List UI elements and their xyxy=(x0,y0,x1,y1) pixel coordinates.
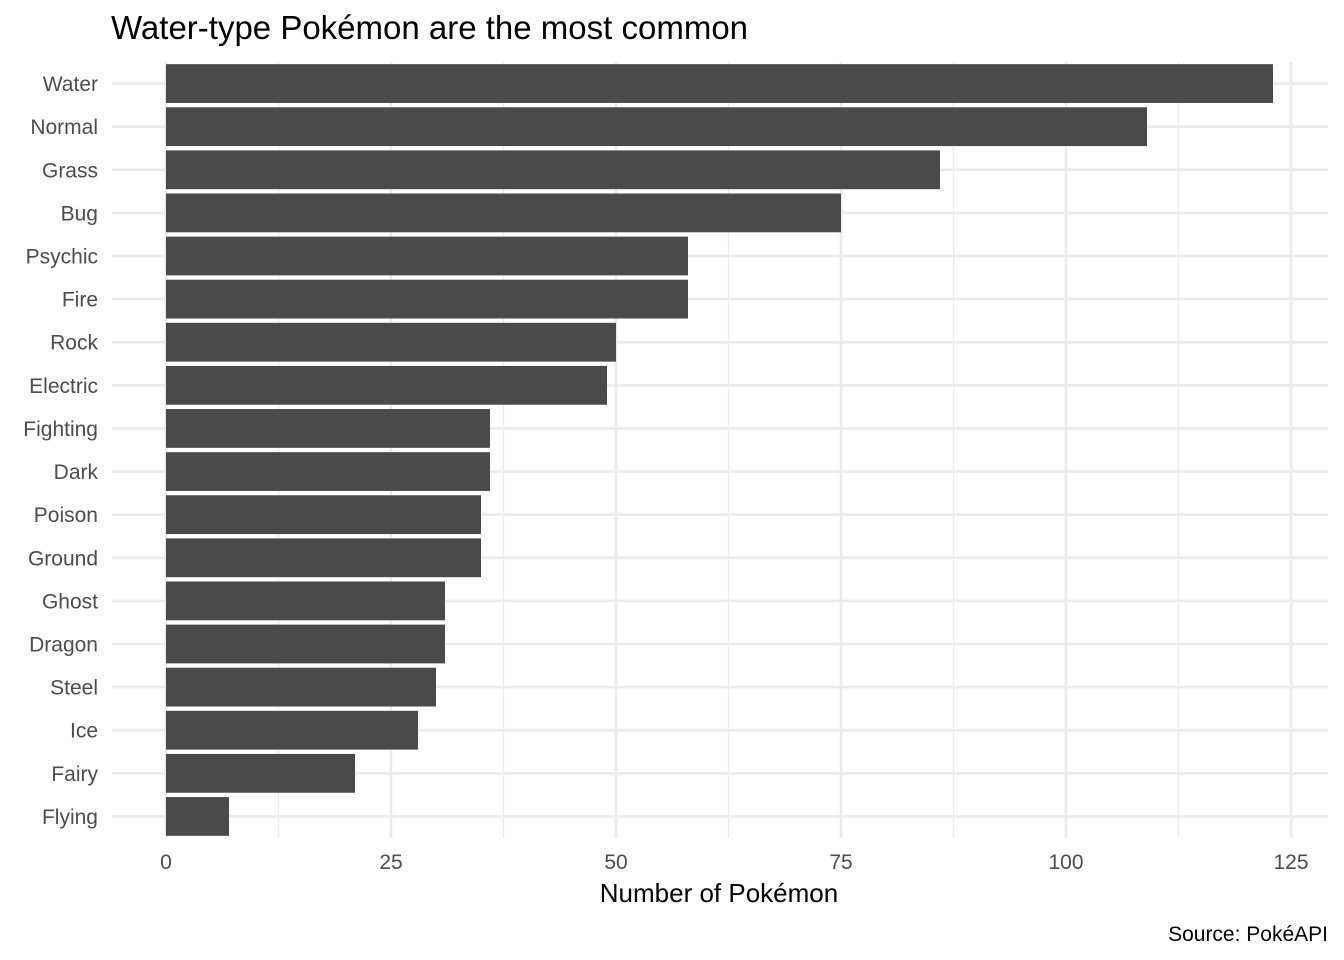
y-tick-label: Rock xyxy=(50,332,98,355)
x-tick-label: 125 xyxy=(1273,851,1308,874)
bar-ice xyxy=(166,710,418,750)
bars xyxy=(166,64,1273,836)
bar-fire xyxy=(166,279,688,319)
bar-rock xyxy=(166,322,616,362)
bar-dragon xyxy=(166,624,445,664)
bar-bug xyxy=(166,193,841,233)
y-tick-label: Bug xyxy=(61,202,98,225)
y-axis-tick-labels: Water Normal Grass Bug Psychic Fire Rock Electr… xyxy=(23,73,98,829)
x-axis-label: Number of Pokémon xyxy=(600,878,838,908)
bar-water xyxy=(166,64,1273,103)
bar-electric xyxy=(166,365,607,405)
x-tick-label: 100 xyxy=(1048,851,1083,874)
x-axis-tick-labels: 0 25 50 75 100 125 xyxy=(160,851,1308,874)
y-tick-label: Grass xyxy=(42,159,98,182)
bar-psychic xyxy=(166,236,688,276)
y-tick-label: Dragon xyxy=(29,634,98,657)
bar-normal xyxy=(166,107,1147,147)
bar-fighting xyxy=(166,409,490,448)
y-tick-label: Ice xyxy=(70,720,98,743)
chart-caption: Source: PokéAPI xyxy=(1168,923,1328,946)
bar-flying xyxy=(166,797,229,836)
bar-fairy xyxy=(166,753,355,793)
x-tick-label: 0 xyxy=(160,851,172,874)
y-tick-label: Fire xyxy=(62,289,98,312)
y-tick-label: Water xyxy=(43,73,98,96)
bar-ground xyxy=(166,538,481,578)
chart-title: Water-type Pokémon are the most common xyxy=(111,9,748,46)
x-tick-label: 25 xyxy=(379,851,402,874)
bar-dark xyxy=(166,452,490,491)
y-tick-label: Psychic xyxy=(26,246,98,269)
bar-poison xyxy=(166,495,481,535)
y-tick-label: Ghost xyxy=(42,590,98,613)
y-tick-label: Poison xyxy=(34,504,98,527)
bar-ghost xyxy=(166,581,445,621)
y-tick-label: Dark xyxy=(54,461,99,484)
y-tick-label: Fairy xyxy=(51,763,98,786)
y-tick-label: Steel xyxy=(50,677,98,700)
x-tick-label: 75 xyxy=(829,851,852,874)
y-tick-label: Ground xyxy=(28,547,98,570)
x-tick-label: 50 xyxy=(604,851,627,874)
bar-grass xyxy=(166,150,940,190)
y-tick-label: Normal xyxy=(30,116,98,139)
y-tick-label: Fighting xyxy=(23,418,98,441)
bar-steel xyxy=(166,667,436,707)
y-tick-label: Electric xyxy=(29,375,98,398)
y-tick-label: Flying xyxy=(42,806,98,829)
